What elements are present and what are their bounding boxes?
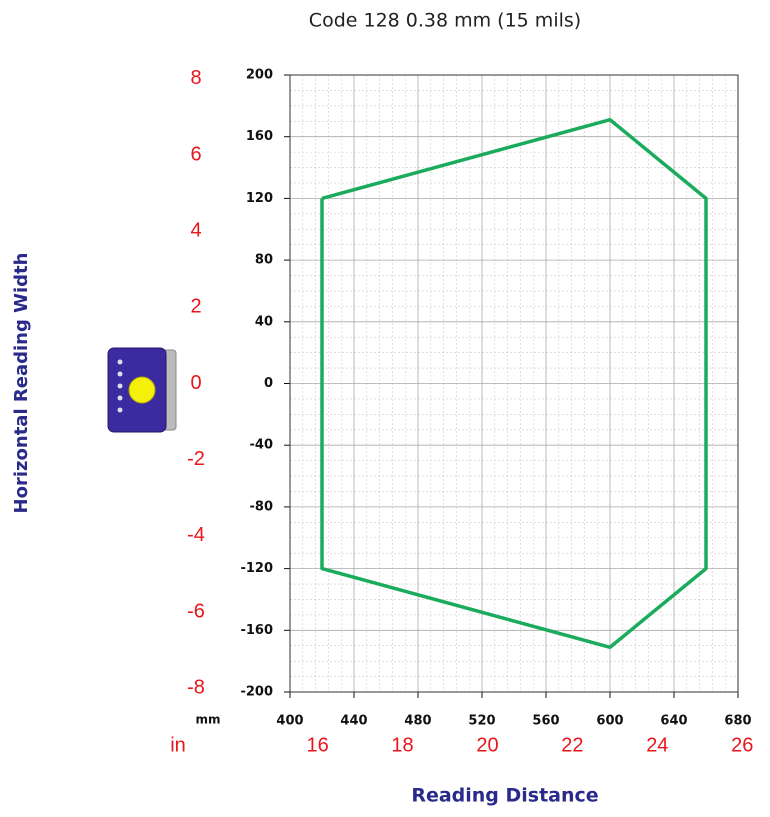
x2-tick-label: 16 [306, 734, 328, 756]
y-tick-label: 160 [246, 129, 273, 144]
y2-tick-label: 8 [190, 67, 201, 89]
x2-tick-label: 24 [646, 734, 668, 756]
y2-tick-label: -8 [187, 676, 205, 698]
x-tick-label: 400 [276, 714, 303, 729]
secondary-unit: in [170, 734, 186, 756]
plot-frame [289, 74, 739, 693]
x2-tick-label: 20 [476, 734, 498, 756]
y-tick-label: 80 [255, 253, 273, 268]
x-tick-label: 480 [404, 714, 431, 729]
y-tick-label: -80 [250, 499, 274, 514]
x-tick-label: 560 [532, 714, 559, 729]
x-tick-label: 640 [660, 714, 687, 729]
y-tick-label: 0 [264, 376, 273, 391]
y2-tick-label: 6 [190, 143, 201, 165]
x2-tick-label: 22 [561, 734, 583, 756]
x-tick-label: 520 [468, 714, 495, 729]
x-tick-label: 600 [596, 714, 623, 729]
y2-tick-label: 4 [190, 219, 201, 241]
y-tick-label: -40 [250, 438, 274, 453]
x-tick-label: 440 [340, 714, 367, 729]
y2-tick-label: 2 [190, 296, 201, 318]
x-tick-label: 680 [724, 714, 751, 729]
x2-tick-label: 26 [731, 734, 753, 756]
primary-unit: mm [195, 713, 220, 727]
y-axis-title: Horizontal Reading Width [11, 253, 32, 514]
y2-tick-label: -4 [187, 524, 205, 546]
y2-tick-label: 0 [190, 372, 201, 394]
device-icon [107, 347, 177, 433]
y-tick-label: -160 [240, 623, 273, 638]
y-tick-label: 200 [246, 68, 273, 83]
x-axis-title: Reading Distance [411, 785, 598, 807]
chart-title: Code 128 0.38 mm (15 mils) [309, 10, 581, 32]
y-tick-label: -120 [240, 561, 273, 576]
y-tick-label: 40 [255, 314, 273, 329]
y2-tick-label: -6 [187, 600, 205, 622]
y-tick-label: 120 [246, 191, 273, 206]
y2-tick-label: -2 [187, 448, 205, 470]
reading-zone [320, 117, 708, 650]
x2-tick-label: 18 [391, 734, 413, 756]
y-tick-label: -200 [240, 685, 273, 700]
